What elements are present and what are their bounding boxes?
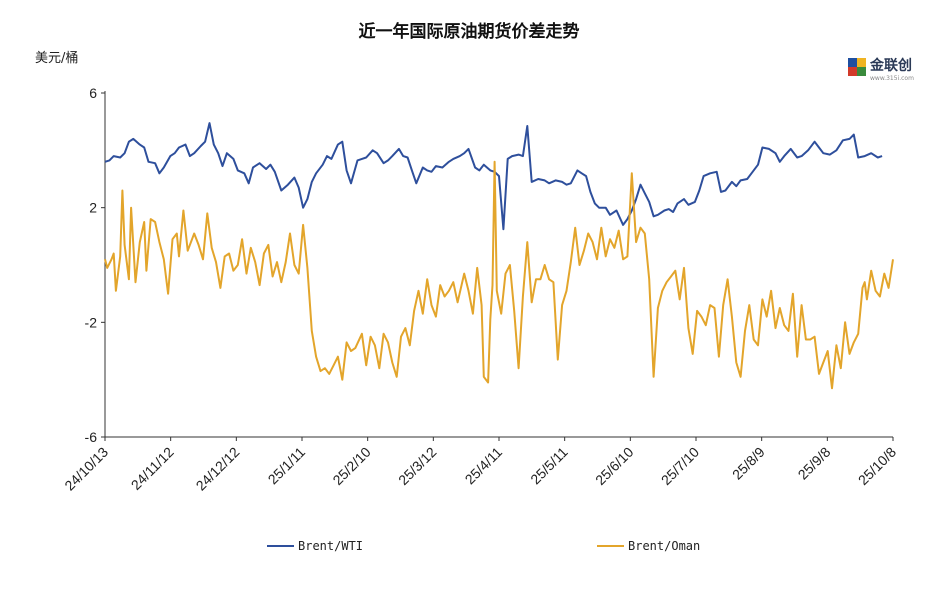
logo-mark-icon: [848, 58, 866, 76]
x-tick-label: 25/10/8: [855, 444, 899, 488]
x-tick-label: 24/12/12: [193, 444, 243, 494]
legend: Brent/WTI Brent/Oman: [267, 539, 700, 553]
y-tick-label: -2: [85, 314, 98, 330]
x-tick-label: 25/3/12: [395, 444, 439, 488]
y-tick-label: 6: [89, 85, 97, 101]
x-tick-label: 25/1/11: [265, 444, 309, 488]
series-layer: [104, 122, 894, 390]
chart-title: 近一年国际原油期货价差走势: [359, 21, 580, 42]
x-tick-label: 25/2/10: [329, 444, 373, 488]
logo-text: 金联创: [869, 57, 912, 74]
series-line-brent-wti: [104, 122, 883, 231]
y-axis-unit: 美元/桶: [35, 51, 78, 66]
y-tick-label: 2: [89, 200, 97, 216]
x-tick-label: 25/4/11: [462, 444, 506, 488]
x-tick-label: 25/6/10: [592, 444, 636, 488]
x-tick-label: 25/7/10: [658, 444, 702, 488]
logo-subtext: www.315i.com: [870, 75, 914, 82]
x-tick-label: 25/8/9: [729, 444, 768, 483]
y-tick-label: -6: [85, 429, 98, 445]
x-tick-label: 25/5/11: [527, 444, 571, 488]
legend-label: Brent/WTI: [298, 539, 363, 553]
series-line-brent-oman: [104, 160, 894, 390]
x-tick-label: 25/9/8: [795, 444, 834, 483]
brand-logo: 金联创 www.315i.com: [848, 57, 914, 82]
x-tick-label: 24/11/12: [128, 444, 177, 493]
legend-label: Brent/Oman: [628, 539, 700, 553]
x-tick-label: 24/10/13: [61, 444, 111, 494]
